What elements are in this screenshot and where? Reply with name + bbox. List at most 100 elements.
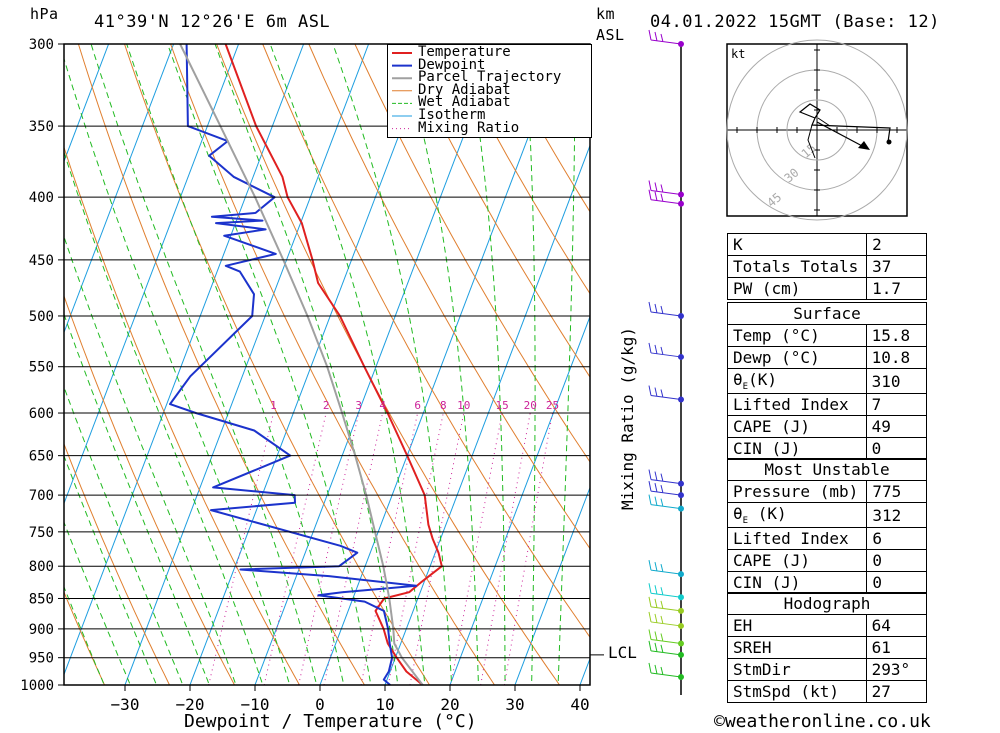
- wind-level-dot: [678, 312, 684, 319]
- row-value: 49: [865, 415, 928, 439]
- hodograph-end-dot: [886, 139, 892, 145]
- wind-barb: [648, 301, 682, 317]
- mixing-ratio-label: 8: [440, 399, 447, 412]
- most-unstable-table: Most Unstable Pressure (mb) 775 θE (K) 312 Li…: [726, 458, 927, 595]
- legend-wet-adiabat: Wet Adiabat: [418, 94, 511, 111]
- row-label: EH: [727, 614, 867, 637]
- wind-barb: [648, 481, 682, 496]
- pressure-tick-label: 750: [29, 525, 54, 541]
- index-name: Totals Totals: [726, 255, 868, 278]
- surface-row: Dewp (°C) 10.8: [727, 346, 928, 369]
- wind-level-dot: [678, 353, 684, 360]
- section-title: Surface: [727, 302, 927, 325]
- pressure-tick-label: 400: [29, 190, 54, 206]
- isotherm-line: [449, 315, 590, 685]
- pressure-tick-label: 700: [29, 488, 54, 504]
- wind-level-dot: [678, 191, 684, 198]
- storm-motion-vector: [816, 121, 867, 149]
- hodograph-ring: [786, 99, 848, 161]
- pressure-tick-label: 800: [29, 559, 54, 575]
- surface-table: Surface Temp (°C) 15.8 Dewp (°C) 10.8 θE(K) 31…: [727, 302, 928, 461]
- legend-dry-adiabat: Dry Adiabat: [418, 81, 511, 98]
- row-label: Lifted Index: [727, 393, 867, 417]
- wind-level-dot: [678, 200, 684, 207]
- legend-parcel: Parcel Trajectory: [418, 69, 562, 86]
- wind-barbs: [590, 29, 684, 695]
- row-label: θE(K): [727, 367, 867, 395]
- row-label: CIN (J): [727, 437, 867, 461]
- isotherm-line: [0, 0, 16, 711]
- temp-tick-label: 0: [315, 695, 325, 714]
- row-label: CAPE (J): [726, 549, 868, 573]
- dry-adiabat-line: [64, 590, 106, 685]
- lcl-label: LCL: [608, 643, 637, 662]
- wind-barb: [648, 662, 682, 678]
- wind-barb: [648, 385, 682, 401]
- most-unstable-row: CAPE (J) 0: [726, 549, 927, 573]
- pressure-tick-label: 350: [29, 119, 54, 135]
- wet-adiabat-line: [167, 44, 372, 685]
- row-value: 310: [865, 367, 928, 395]
- most-unstable-row: θE (K) 312: [726, 501, 927, 529]
- isotherm-line: [64, 44, 240, 505]
- row-value: 775: [866, 480, 927, 503]
- mixing-ratio-line: [409, 412, 465, 685]
- wind-barb: [648, 189, 682, 205]
- wind-level-dot: [678, 594, 684, 601]
- mixing-ratio-label: 6: [414, 399, 421, 412]
- wind-level-dot: [678, 505, 684, 512]
- most-unstable-row: CIN (J) 0: [726, 571, 927, 595]
- hodograph-row: SREH 61: [727, 636, 928, 659]
- series-dewpoint: [169, 44, 418, 685]
- mixing-ratio-label: 1: [270, 399, 277, 412]
- index-row: Totals Totals 37: [726, 255, 927, 278]
- mixing-ratio-label: 2: [323, 399, 330, 412]
- copyright: ©weatheronline.co.uk: [714, 711, 931, 732]
- row-value: 10.8: [865, 346, 928, 369]
- mixing-ratio-line: [360, 412, 419, 685]
- wind-barb: [648, 560, 682, 575]
- dry-adiabat-line: [492, 44, 590, 213]
- index-name: K: [726, 233, 868, 256]
- chart-axes: 1 2 3 4 6 8 10 15 20 2530035040045050055060065070…: [20, 37, 591, 714]
- legend-swatches: [392, 52, 412, 130]
- km-label: km: [596, 5, 616, 23]
- pressure-tick-label: 300: [29, 37, 54, 53]
- mixing-ratio-label: 10: [457, 399, 470, 412]
- wind-barb: [648, 596, 682, 612]
- row-label: Dewp (°C): [727, 346, 867, 369]
- wind-level-dot: [678, 480, 684, 487]
- section-title: Most Unstable: [727, 458, 927, 481]
- series-parcel-trajectory: [179, 44, 424, 685]
- mixing-ratio-label: 15: [496, 399, 509, 412]
- most-unstable-row: Lifted Index 6: [726, 527, 927, 551]
- wind-barb: [648, 469, 682, 485]
- table-section-header: Surface: [727, 302, 927, 325]
- legend-isotherm: Isotherm: [418, 106, 486, 123]
- wind-barb: [648, 640, 682, 656]
- mixing-ratio-label: 25: [546, 399, 559, 412]
- wet-adiabat-line: [64, 454, 158, 685]
- wind-barb: [648, 29, 682, 45]
- pressure-tick-label: 500: [29, 309, 54, 325]
- mixing-ratio-axis-label: Mixing Ratio (g/kg): [618, 326, 637, 510]
- surface-row: Lifted Index 7: [727, 393, 928, 417]
- dry-adiabat-line: [400, 44, 590, 378]
- most-unstable-row: Pressure (mb) 775: [726, 480, 927, 503]
- wet-adiabat-line: [64, 585, 105, 685]
- pressure-tick-label: 450: [29, 253, 54, 269]
- surface-row: θE(K) 310: [727, 367, 928, 395]
- hodograph-trace-lower: [807, 117, 831, 159]
- temp-tick-label: 20: [440, 695, 459, 714]
- legend-temperature: Temperature: [418, 44, 511, 60]
- mixing-ratio-line: [387, 412, 444, 685]
- row-value: 7: [865, 393, 928, 417]
- index-value: 2: [866, 233, 927, 256]
- wind-barb: [648, 611, 682, 627]
- surface-row: CIN (J) 0: [727, 437, 928, 461]
- datetime-title: 04.01.2022 15GMT (Base: 12): [650, 12, 940, 32]
